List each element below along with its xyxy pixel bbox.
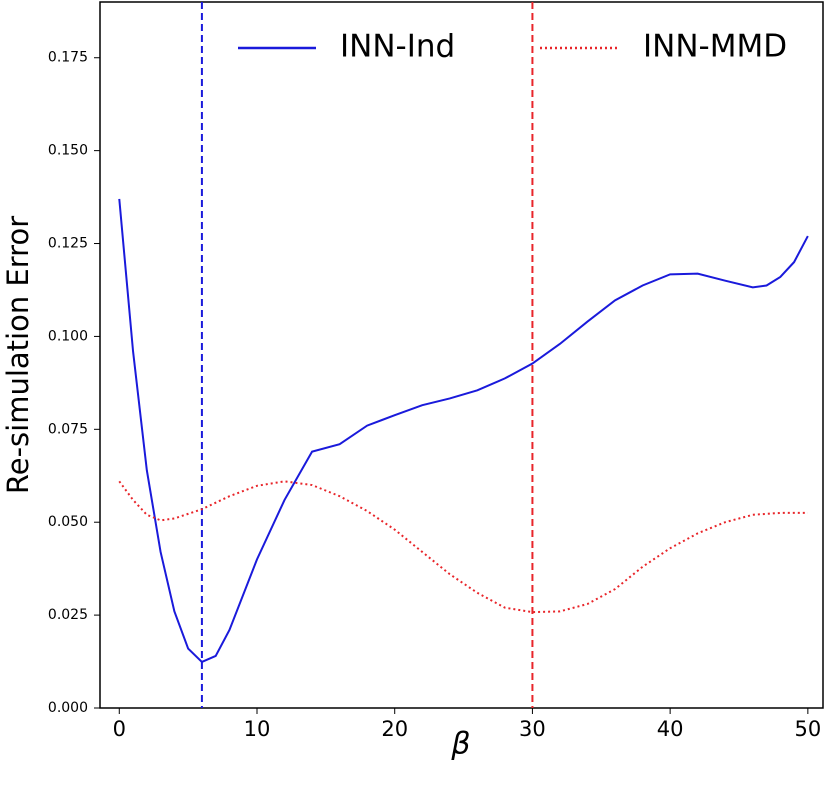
series-line [118,198,809,664]
x-tick-label: 30 [519,717,546,741]
x-tick-label: 0 [113,717,126,741]
x-tick-label: 20 [381,717,408,741]
legend-label: INN-MMD [643,29,787,65]
x-axis-label: β [450,727,470,762]
series-line [118,480,808,614]
plot-frame [99,1,824,709]
y-tick-label: 0.175 [48,50,88,66]
legend-label: INN-Ind [340,29,455,65]
x-tick-label: 10 [244,717,271,741]
y-tick-label: 0.000 [48,700,88,716]
y-tick-label: 0.050 [48,514,88,530]
y-axis-label: Re-simulation Error [1,216,35,494]
y-tick-label: 0.150 [48,143,88,159]
x-tick-label: 40 [657,717,684,741]
y-tick-label: 0.025 [48,607,88,623]
y-tick-label: 0.125 [48,236,88,252]
x-tick-label: 50 [794,717,821,741]
y-tick-label: 0.075 [48,421,88,437]
y-tick-label: 0.100 [48,328,88,344]
